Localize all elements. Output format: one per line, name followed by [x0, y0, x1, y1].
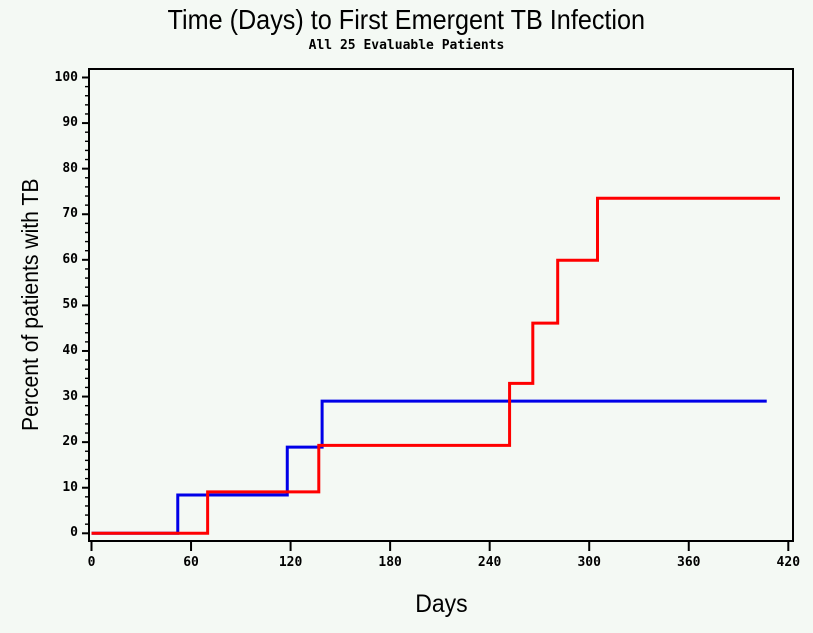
series-line-group-red: [91, 196, 781, 535]
series-line-group-blue: [91, 399, 767, 535]
y-tick-label: 20: [62, 434, 78, 450]
y-tick-label: 0: [70, 525, 78, 541]
x-axis-title: Days: [89, 590, 793, 619]
y-tick-label: 30: [62, 388, 78, 404]
y-tick-label: 90: [62, 115, 78, 131]
chart-title: Time (Days) to First Emergent TB Infecti…: [0, 4, 813, 36]
y-tick-label: 80: [62, 160, 78, 176]
y-tick-label: 40: [62, 342, 78, 358]
chart-title-text: Time (Days) to First Emergent TB Infecti…: [167, 4, 646, 35]
plot-frame: [88, 68, 794, 542]
y-tick-label: 50: [62, 297, 78, 313]
y-tick-label: 10: [62, 479, 78, 495]
x-axis-title-text: Days: [414, 590, 468, 618]
y-tick-label: 70: [62, 206, 78, 222]
x-tick-label: 300: [577, 555, 601, 570]
x-tick-label: 0: [87, 555, 96, 570]
chart-subtitle: All 25 Evaluable Patients: [308, 38, 505, 53]
x-tick-label: 240: [477, 555, 502, 570]
x-tick-label: 420: [776, 555, 801, 570]
x-tick-label: 120: [278, 555, 303, 570]
y-tick-label: 60: [62, 251, 78, 267]
y-tick-label: 100: [54, 69, 78, 85]
x-tick-label: 180: [378, 555, 402, 570]
x-tick-label: 360: [677, 555, 701, 570]
x-tick-label: 60: [183, 555, 199, 570]
